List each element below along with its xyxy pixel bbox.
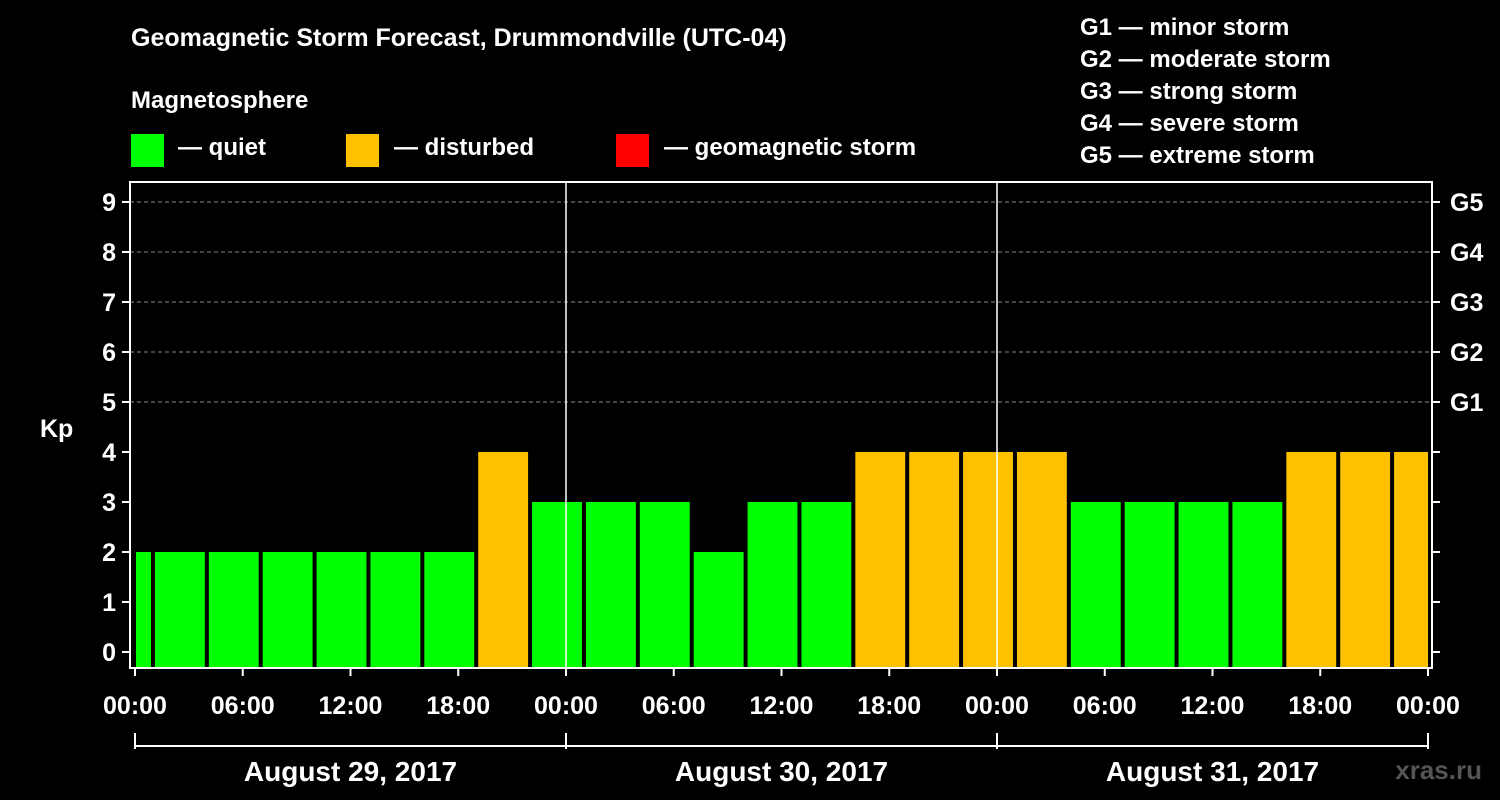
- y-tick-label-2: 2: [102, 539, 116, 567]
- kp-bar-5: [370, 552, 421, 668]
- y-tick-label-9: 9: [102, 189, 116, 217]
- g-label-g4: G4: [1450, 239, 1483, 267]
- y-tick-label-1: 1: [102, 589, 116, 617]
- x-tick-label-11: 18:00: [1288, 692, 1352, 720]
- g-label-g2: G2: [1450, 339, 1483, 367]
- kp-bar-23: [1340, 452, 1391, 668]
- kp-bar-15: [909, 452, 960, 668]
- x-tick-label-2: 12:00: [319, 692, 383, 720]
- kp-bar-0: [136, 552, 151, 668]
- kp-bar-22: [1286, 452, 1337, 668]
- y-tick-label-3: 3: [102, 489, 116, 517]
- y-tick-label-5: 5: [102, 389, 116, 417]
- day-label-0: August 29, 2017: [244, 756, 457, 787]
- kp-bar-13: [801, 502, 852, 668]
- legend-swatch-storm: [616, 134, 649, 167]
- g-scale-g3: G3 — strong storm: [1080, 78, 1298, 105]
- kp-bar-6: [424, 552, 475, 668]
- legend-label-quiet: — quiet: [178, 134, 266, 161]
- x-tick-label-1: 06:00: [211, 692, 275, 720]
- x-tick-label-10: 12:00: [1181, 692, 1245, 720]
- kp-bar-17: [1016, 452, 1067, 668]
- y-tick-label-8: 8: [102, 239, 116, 267]
- g-scale-g2: G2 — moderate storm: [1080, 46, 1331, 73]
- kp-bar-14: [855, 452, 906, 668]
- kp-bar-8: [532, 502, 582, 668]
- kp-bar-11: [693, 552, 744, 668]
- legend-swatch-quiet: [131, 134, 164, 167]
- kp-bar-7: [478, 452, 529, 668]
- kp-bar-19: [1124, 502, 1175, 668]
- g-label-g3: G3: [1450, 289, 1483, 317]
- kp-bar-9: [585, 502, 636, 668]
- legend-label-disturbed: — disturbed: [394, 134, 535, 161]
- magnetosphere-label: Magnetosphere: [131, 87, 309, 114]
- g-scale-g4: G4 — severe storm: [1080, 110, 1299, 137]
- x-tick-label-8: 00:00: [965, 692, 1029, 720]
- legend-swatch-disturbed: [346, 134, 379, 167]
- watermark: xras.ru: [1395, 755, 1482, 785]
- kp-bar-1: [154, 552, 205, 668]
- kp-bar-2: [208, 552, 259, 668]
- kp-bar-20: [1178, 502, 1229, 668]
- g-scale-g1: G1 — minor storm: [1080, 14, 1290, 41]
- x-tick-label-0: 00:00: [103, 692, 167, 720]
- chart-title: Geomagnetic Storm Forecast, Drummondvill…: [131, 24, 787, 52]
- x-tick-label-7: 18:00: [857, 692, 921, 720]
- x-tick-label-5: 06:00: [642, 692, 706, 720]
- kp-bar-12: [747, 502, 798, 668]
- kp-bar-4: [316, 552, 367, 668]
- g-scale-g5: G5 — extreme storm: [1080, 142, 1315, 169]
- x-tick-label-3: 18:00: [426, 692, 490, 720]
- legend-label-storm: — geomagnetic storm: [664, 134, 917, 161]
- kp-bar-3: [262, 552, 313, 668]
- x-tick-label-9: 06:00: [1073, 692, 1137, 720]
- y-tick-label-0: 0: [102, 639, 116, 667]
- y-tick-label-4: 4: [102, 439, 116, 467]
- g-label-g1: G1: [1450, 389, 1483, 417]
- kp-bar-18: [1070, 502, 1121, 668]
- g-label-g5: G5: [1450, 189, 1483, 217]
- kp-bar-10: [639, 502, 690, 668]
- x-tick-label-12: 00:00: [1396, 692, 1460, 720]
- day-label-2: August 31, 2017: [1106, 756, 1319, 787]
- kp-bar-24: [1394, 452, 1428, 668]
- y-tick-label-6: 6: [102, 339, 116, 367]
- day-label-1: August 30, 2017: [675, 756, 888, 787]
- x-tick-label-6: 12:00: [750, 692, 814, 720]
- kp-bar-16: [963, 452, 1013, 668]
- y-tick-label-7: 7: [102, 289, 116, 317]
- y-axis-label: Kp: [40, 415, 73, 443]
- kp-bar-21: [1232, 502, 1283, 668]
- x-tick-label-4: 00:00: [534, 692, 598, 720]
